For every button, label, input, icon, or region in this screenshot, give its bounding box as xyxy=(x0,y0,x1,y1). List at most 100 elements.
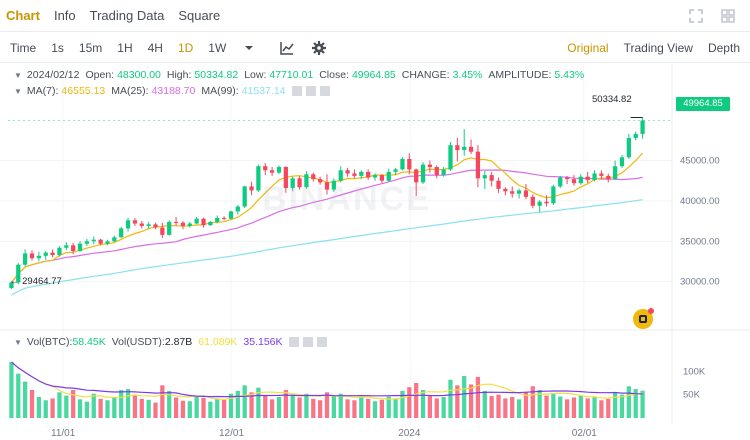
settings-icon[interactable] xyxy=(305,86,316,96)
volume-bar xyxy=(125,389,131,418)
view-trading-view[interactable]: Trading View xyxy=(623,41,693,55)
volume-bar xyxy=(420,390,426,418)
interval-1h[interactable]: 1H xyxy=(117,40,133,55)
candle-body xyxy=(50,252,55,256)
candle-body xyxy=(606,175,611,180)
eye-icon[interactable] xyxy=(288,337,299,347)
volume-bar xyxy=(290,394,295,418)
change-label: CHANGE: xyxy=(401,69,450,81)
candle-body xyxy=(359,171,364,176)
volume-bar xyxy=(331,396,336,418)
gear-icon[interactable] xyxy=(311,40,327,56)
volume-bar xyxy=(578,395,583,418)
candle-body xyxy=(269,170,275,173)
ma7-value: 46555.13 xyxy=(61,85,106,97)
candle-body xyxy=(386,171,391,181)
chat-icon xyxy=(639,315,647,323)
candle-body xyxy=(36,255,41,259)
vol-ma-a-value: 61.089K xyxy=(198,336,238,348)
volume-bar xyxy=(468,384,474,418)
notification-dot xyxy=(648,308,654,314)
candle-body xyxy=(523,190,529,197)
candle-body xyxy=(16,264,21,283)
volume-bar xyxy=(448,379,453,418)
candle-body xyxy=(125,220,131,229)
volume-bar xyxy=(311,398,316,418)
candle-body xyxy=(619,157,625,167)
candle-body xyxy=(91,239,96,242)
view-depth[interactable]: Depth xyxy=(707,41,740,55)
chat-float-button[interactable] xyxy=(633,308,654,329)
interval-4h[interactable]: 4H xyxy=(147,40,163,55)
volume-bar xyxy=(516,399,522,418)
indicators-icon[interactable] xyxy=(279,40,295,56)
low-label: Low: xyxy=(244,69,267,81)
candle-body xyxy=(23,253,28,265)
close-icon[interactable] xyxy=(316,337,327,347)
candle-body xyxy=(434,167,439,176)
collapse-arrow-icon[interactable]: ▼ xyxy=(14,70,22,80)
price-tick-label: 40000.00 xyxy=(680,196,720,207)
candle-body xyxy=(256,166,261,191)
volume-bar xyxy=(146,399,151,418)
candle-body xyxy=(9,282,14,289)
interval-15m[interactable]: 15m xyxy=(78,40,103,55)
volume-bar xyxy=(571,397,577,418)
time-tick-label: 2024 xyxy=(398,428,421,439)
collapse-arrow-icon[interactable]: ▼ xyxy=(14,337,22,347)
view-original[interactable]: Original xyxy=(567,41,609,55)
price-tick-label: 45000.00 xyxy=(680,156,720,167)
tab-info[interactable]: Info xyxy=(53,8,76,23)
candle-body xyxy=(77,243,83,251)
volume-bar xyxy=(235,390,240,418)
candle-body xyxy=(215,217,220,222)
grid-layout-icon[interactable] xyxy=(720,8,736,24)
close-icon[interactable] xyxy=(319,86,330,96)
candle-body xyxy=(592,173,597,180)
chart-toolbar: Time 1s 15m 1H 4H 1D 1W Original Trading… xyxy=(0,33,750,63)
candle-body xyxy=(71,245,76,251)
time-label[interactable]: Time xyxy=(10,40,37,55)
chevron-down-icon[interactable] xyxy=(241,40,257,56)
expand-icon[interactable] xyxy=(688,8,704,24)
interval-1s[interactable]: 1s xyxy=(51,40,64,55)
price-tick-label: 35000.00 xyxy=(680,236,720,247)
candle-body xyxy=(160,227,165,235)
tab-square[interactable]: Square xyxy=(178,8,221,23)
volume-bar xyxy=(201,397,206,418)
volume-bar xyxy=(606,398,611,418)
volume-bar xyxy=(496,394,501,418)
candle-body xyxy=(599,173,604,176)
volume-bar xyxy=(57,392,62,418)
ma99-value: 41537.14 xyxy=(241,85,286,97)
volume-bar xyxy=(544,395,549,418)
candle-body xyxy=(414,169,419,183)
volume-bar xyxy=(585,398,590,418)
volume-bar xyxy=(379,399,385,418)
candle-body xyxy=(462,146,467,151)
volume-bar xyxy=(393,398,398,418)
candle-body xyxy=(571,179,577,184)
volume-bar xyxy=(112,397,117,418)
candle-body xyxy=(180,222,186,226)
volume-bar xyxy=(276,397,282,418)
volume-bar xyxy=(564,399,570,418)
candle-body xyxy=(43,252,48,256)
volume-bar xyxy=(345,399,350,418)
interval-1w[interactable]: 1W xyxy=(208,40,227,55)
open-label: Open: xyxy=(85,69,115,81)
volume-tick-label: 50K xyxy=(683,390,701,401)
collapse-arrow-icon[interactable]: ▼ xyxy=(14,86,22,96)
high-label: High: xyxy=(166,69,192,81)
settings-icon[interactable] xyxy=(302,337,313,347)
eye-icon[interactable] xyxy=(291,86,302,96)
volume-bar xyxy=(489,396,494,418)
volume-bar xyxy=(372,401,378,418)
candle-body xyxy=(530,196,535,206)
candle-body xyxy=(194,218,199,224)
interval-1d[interactable]: 1D xyxy=(177,40,194,55)
tab-chart[interactable]: Chart xyxy=(6,8,40,23)
volume-bar xyxy=(23,381,28,418)
tab-trading-data[interactable]: Trading Data xyxy=(89,8,165,23)
